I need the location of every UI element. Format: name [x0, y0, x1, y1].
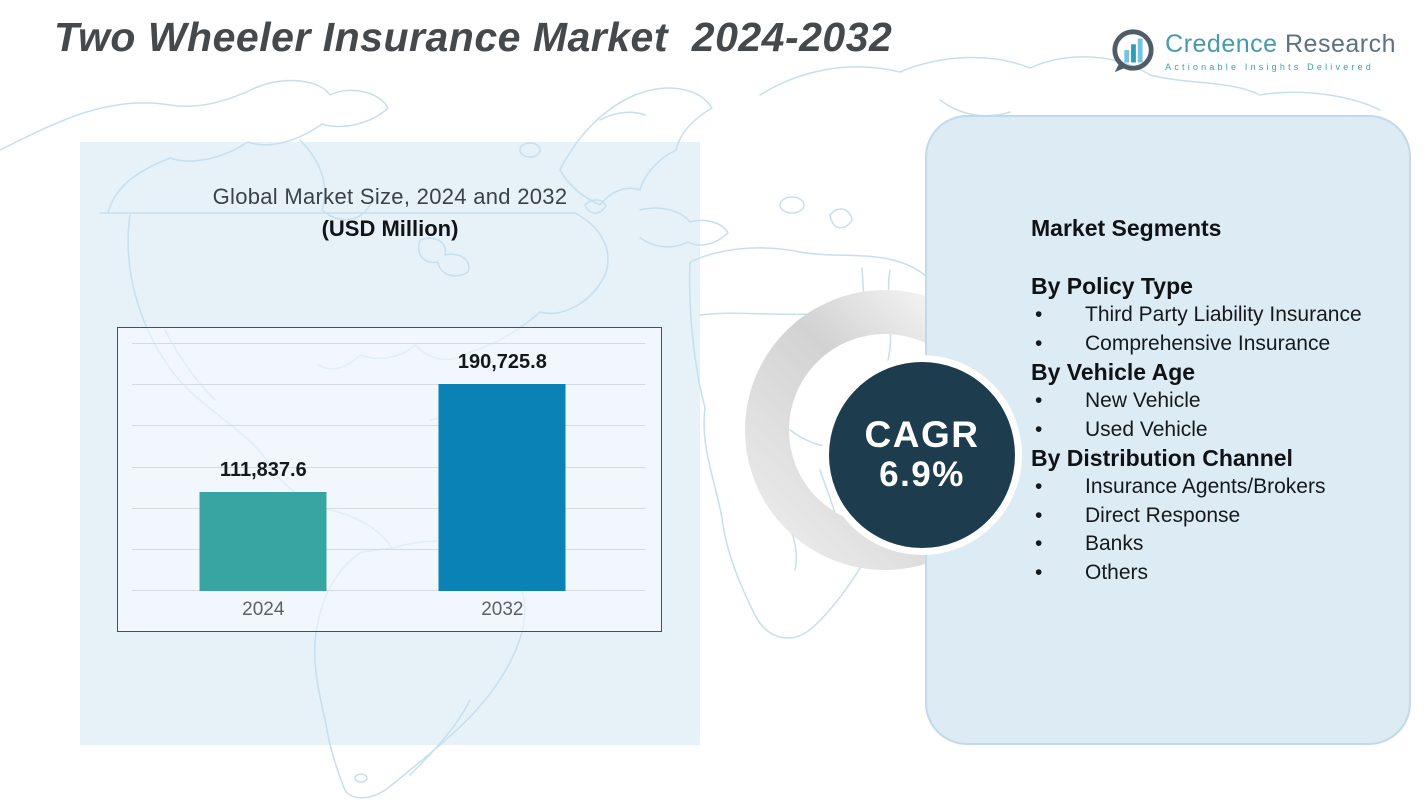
- credence-research-logo: Credence Research Actionable Insights De…: [1110, 28, 1396, 74]
- segment-groups: By Policy TypeThird Party Liability Insu…: [1031, 272, 1383, 587]
- chart-panel: Global Market Size, 2024 and 2032 (USD M…: [80, 142, 700, 745]
- bar-value-label: 111,837.6: [219, 459, 307, 482]
- segment-group-heading: By Policy Type: [1031, 273, 1193, 299]
- chart-subtitle: (USD Million): [321, 216, 459, 241]
- segment-list: Insurance Agents/BrokersDirect ResponseB…: [1031, 473, 1383, 587]
- cagr-value: 6.9%: [879, 455, 965, 495]
- bar-2024: [199, 492, 327, 591]
- bar-chart: 111,837.6 190,725.8 2024 2032: [117, 327, 662, 632]
- x-axis-label: 2032: [481, 599, 524, 620]
- x-axis-labels: 2024 2032: [132, 599, 645, 623]
- segment-item: Comprehensive Insurance: [1031, 330, 1383, 359]
- segment-item: New Vehicle: [1031, 387, 1383, 416]
- cagr-label: CAGR: [864, 413, 980, 455]
- logo-tagline: Actionable Insights Delivered: [1165, 62, 1375, 72]
- bar-2032: [438, 384, 566, 591]
- gridline: [132, 548, 645, 550]
- segment-item: Banks: [1031, 530, 1383, 559]
- bar-chart-speech-bubble-icon: [1112, 29, 1154, 73]
- chart-title: Global Market Size, 2024 and 2032: [212, 184, 568, 209]
- segment-item: Direct Response: [1031, 502, 1383, 531]
- segments-title: Market Segments: [1031, 215, 1222, 241]
- segment-item: Third Party Liability Insurance: [1031, 301, 1383, 330]
- segment-list: New VehicleUsed Vehicle: [1031, 387, 1383, 444]
- segment-item: Used Vehicle: [1031, 416, 1383, 445]
- gridline: [132, 343, 645, 344]
- cagr-badge: CAGR 6.9%: [822, 355, 1022, 555]
- plot-area: 111,837.6 190,725.8: [132, 343, 645, 591]
- gridline: [132, 384, 645, 386]
- bar-value-label: 190,725.8: [457, 351, 547, 374]
- segment-group-heading: By Vehicle Age: [1031, 359, 1196, 385]
- gridline: [132, 466, 645, 468]
- x-axis-label: 2024: [242, 599, 285, 620]
- gridline: [132, 507, 645, 509]
- segment-list: Third Party Liability InsuranceComprehen…: [1031, 301, 1383, 358]
- segment-item: Others: [1031, 559, 1383, 588]
- segment-item: Insurance Agents/Brokers: [1031, 473, 1383, 502]
- gridline: [132, 425, 645, 427]
- logo-name: Credence Research: [1165, 30, 1396, 58]
- gridline: [132, 590, 645, 591]
- segment-group-heading: By Distribution Channel: [1031, 445, 1293, 471]
- page-title: Two Wheeler Insurance Market 2024-2032: [54, 14, 893, 60]
